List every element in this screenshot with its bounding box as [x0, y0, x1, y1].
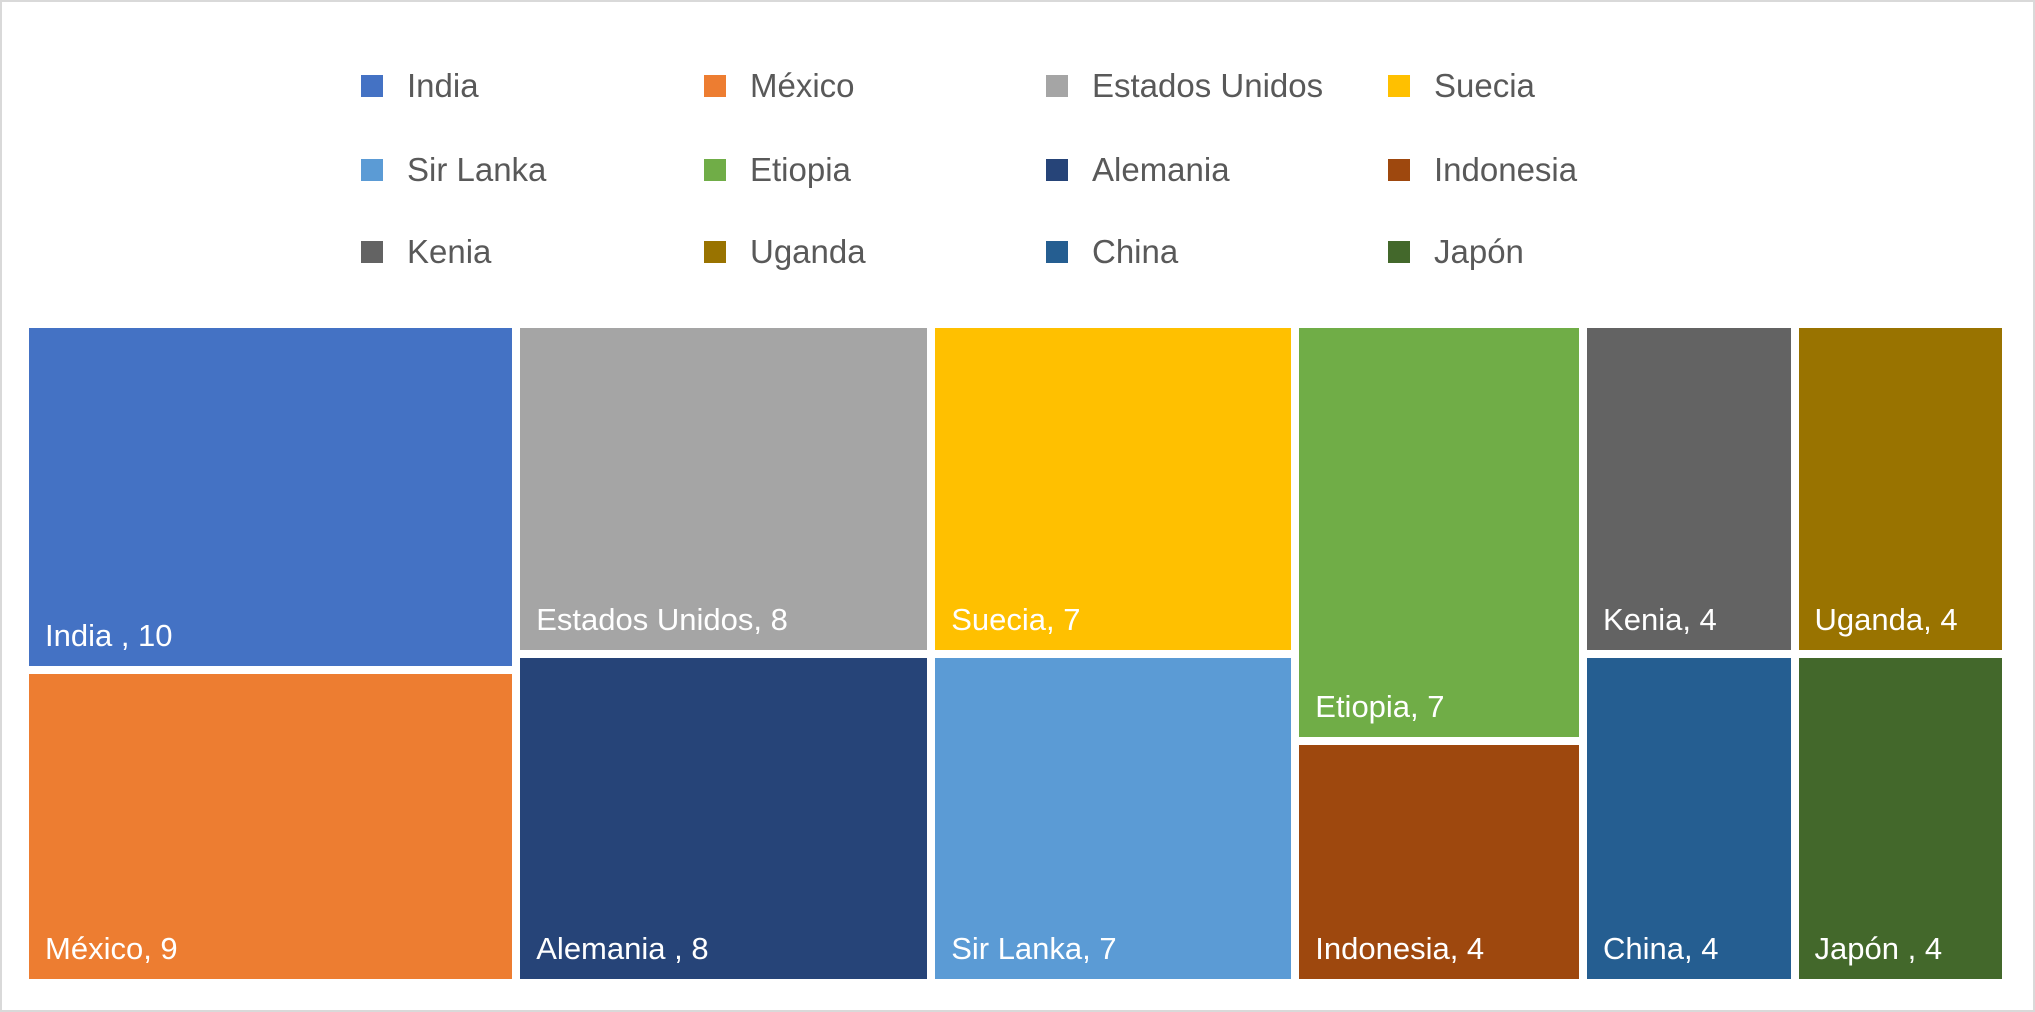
tile-indonesia: Indonesia, 4: [1299, 745, 1580, 979]
legend-swatch: [361, 159, 383, 181]
legend-item-china: China: [1046, 232, 1178, 272]
legend-item-sir-lanka: Sir Lanka: [361, 150, 546, 190]
tile-sir-lanka: Sir Lanka, 7: [935, 657, 1292, 979]
legend-swatch: [1388, 75, 1410, 97]
tile-china: China, 4: [1587, 657, 1791, 979]
legend-item-indonesia: Indonesia: [1388, 150, 1577, 190]
legend-item-india: India: [361, 66, 479, 106]
tile-mexico: México, 9: [29, 674, 513, 979]
legend-label: Kenia: [407, 233, 492, 270]
legend-label: China: [1092, 233, 1179, 270]
legend-item-etiopia: Etiopia: [704, 150, 851, 190]
tile-uganda: Uganda, 4: [1798, 328, 2002, 650]
tile-estados-unidos: Estados Unidos, 8: [520, 328, 928, 650]
legend-label: México: [750, 67, 855, 104]
legend-label: Etiopia: [750, 151, 851, 188]
legend-label: India: [407, 67, 479, 104]
legend-item-estados-unidos: Estados Unidos: [1046, 66, 1323, 106]
legend-label: Indonesia: [1434, 151, 1578, 188]
tile-kenia: Kenia, 4: [1587, 328, 1791, 650]
legend-label: Japón: [1434, 233, 1524, 270]
legend-swatch: [1388, 159, 1410, 181]
legend-label: Alemania: [1092, 151, 1230, 188]
legend-swatch: [361, 75, 383, 97]
data-label: Indonesia, 4: [1315, 930, 1485, 966]
legend-swatch: [1388, 241, 1410, 263]
legend-swatch: [704, 159, 726, 181]
tile-japon: Japón , 4: [1798, 657, 2002, 979]
data-label: Alemania , 8: [536, 931, 709, 966]
tile-etiopia: Etiopia, 7: [1299, 328, 1580, 738]
data-label: India , 10: [45, 618, 173, 654]
data-label: Etiopia, 7: [1315, 689, 1445, 725]
legend-swatch: [704, 75, 726, 97]
tile-suecia: Suecia, 7: [935, 328, 1292, 650]
data-label: Estados Unidos, 8: [536, 601, 788, 637]
legend-item-suecia: Suecia: [1388, 66, 1535, 106]
legend-label: Estados Unidos: [1092, 67, 1324, 104]
data-label: Japón , 4: [1814, 931, 1943, 966]
legend-label: Suecia: [1434, 67, 1535, 104]
legend-swatch: [361, 241, 383, 263]
legend-item-uganda: Uganda: [704, 232, 866, 272]
legend-label: Uganda: [750, 233, 866, 270]
data-label: Sir Lanka, 7: [951, 931, 1117, 966]
data-label: Kenia, 4: [1603, 601, 1717, 637]
legend-swatch: [1046, 159, 1068, 181]
data-label: Suecia, 7: [951, 601, 1081, 637]
data-label: México, 9: [45, 930, 178, 966]
tile-india: India , 10: [29, 328, 513, 667]
data-label: Uganda, 4: [1814, 601, 1958, 637]
tile-alemania: Alemania , 8: [520, 657, 928, 979]
legend-swatch: [704, 241, 726, 263]
legend-swatch: [1046, 75, 1068, 97]
legend-item-kenia: Kenia: [361, 232, 491, 272]
legend-item-mexico: México: [704, 66, 855, 106]
legend-item-alemania: Alemania: [1046, 150, 1230, 190]
legend-swatch: [1046, 241, 1068, 263]
data-label: China, 4: [1603, 931, 1719, 966]
legend-item-japon: Japón: [1388, 232, 1524, 272]
legend-label: Sir Lanka: [407, 151, 547, 188]
